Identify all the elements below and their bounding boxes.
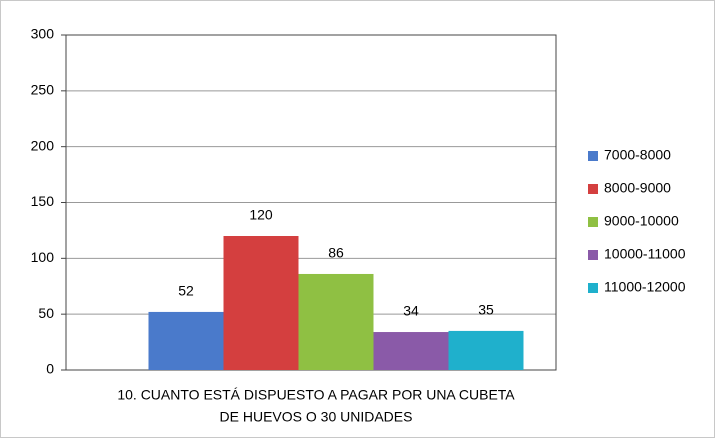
legend-swatch (588, 217, 598, 227)
legend-swatch (588, 283, 598, 293)
y-tick-label: 100 (31, 249, 55, 265)
y-tick-label: 250 (31, 82, 55, 98)
x-axis-label: DE HUEVOS O 30 UNIDADES (220, 409, 413, 425)
data-label: 120 (249, 207, 273, 223)
y-tick-label: 0 (46, 361, 54, 377)
legend-label: 9000-10000 (604, 213, 679, 229)
data-label: 35 (478, 302, 494, 318)
data-label: 86 (328, 245, 344, 261)
data-label: 34 (403, 303, 419, 319)
y-tick-label: 300 (31, 26, 55, 42)
bar (298, 273, 374, 370)
legend-swatch (588, 151, 598, 161)
bar (448, 330, 524, 370)
bar (373, 332, 449, 370)
y-tick-label: 200 (31, 137, 55, 153)
x-axis-label: 10. CUANTO ESTÁ DISPUESTO A PAGAR POR UN… (117, 387, 515, 403)
legend-swatch (588, 184, 598, 194)
bar (148, 311, 224, 370)
legend-label: 10000-11000 (604, 246, 686, 262)
data-label: 52 (178, 283, 194, 299)
legend-label: 7000-8000 (604, 147, 671, 163)
y-tick-label: 150 (31, 193, 55, 209)
legend-swatch (588, 250, 598, 260)
legend-label: 8000-9000 (604, 180, 671, 196)
bar (223, 236, 299, 370)
legend-label: 11000-12000 (604, 279, 686, 295)
y-tick-label: 50 (38, 305, 54, 321)
